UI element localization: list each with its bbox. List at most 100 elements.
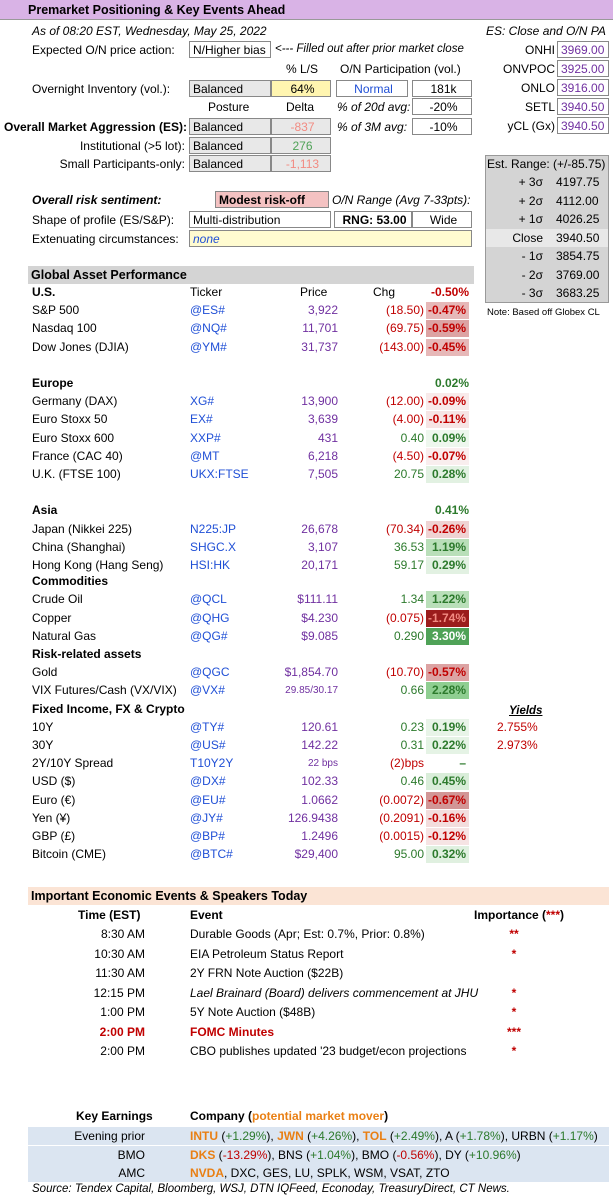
earnings-row [28,1127,609,1145]
earnings-item: ( [386,1129,394,1143]
asset-change-pct: -0.45% [426,338,469,356]
asset-name: VIX Futures/Cash (VX/VIX) [32,683,177,698]
es-level-value: 3969.00 [557,41,609,58]
asset-change-pct: -1.74% [426,609,469,627]
asset-change-pct: 0.19% [426,718,469,736]
earnings-item: +1.78% [459,1129,501,1143]
asset-change-pct: -0.59% [426,320,469,338]
est-range-value: 4026.25 [556,212,600,226]
earnings-item: ) [593,1129,598,1143]
asset-ticker: @ES# [190,303,225,318]
gap-title: Global Asset Performance [28,266,474,284]
asset-change-pct: -0.12% [426,828,469,845]
earnings-item: +10.96% [468,1147,517,1162]
asset-change: 20.75 [393,467,424,481]
event-name: 5Y Note Auction ($48B) [190,1005,316,1019]
event-time: 10:30 AM [94,946,145,961]
asset-change-pct: 0.32% [426,846,469,864]
asset-ticker: XG# [190,394,215,409]
earnings-item: ), [352,1129,363,1143]
asset-change: (0.0015) [379,829,424,843]
asset-ticker: @QG# [190,628,228,643]
events-title: Important Economic Events & Speakers Tod… [28,887,609,905]
section-name: U.S. [32,285,56,299]
earnings-item: , DXC, GES, LU, SPLK, WSM, VSAT, ZTO [224,1166,450,1180]
asset-price: 22 bps [307,758,338,770]
pct20-value: -20% [412,98,472,115]
asset-name: Euro Stoxx 50 [32,412,108,427]
section-total: 0.02% [434,376,469,390]
earnings-item: ) [516,1147,521,1162]
events-col-event: Event [190,908,223,922]
earnings-item: +1.29% [225,1129,267,1143]
aggression-delta: -837 [271,118,331,135]
asset-yield: 2.973% [497,738,538,752]
earnings-companies: DKS (-13.29%), BNS (+1.04%), BMO (-0.56%… [190,1148,521,1162]
asset-price: 120.61 [301,719,338,734]
aggression-label: Small Participants-only: [59,157,185,171]
asset-name: 10Y [32,719,54,734]
asset-change: 36.53 [393,539,424,554]
est-range-value: 3683.25 [556,286,600,300]
asset-change-pct: 2.28% [426,682,469,700]
asset-name: USD ($) [32,774,76,789]
asset-price: 6,218 [307,448,338,463]
asset-ticker: HSI:HK [190,558,231,572]
asset-change-pct: -0.26% [426,520,469,538]
asset-ticker: @US# [190,738,226,752]
event-name: CBO publishes updated '23 budget/econ pr… [190,1044,467,1058]
asset-name: Natural Gas [32,628,97,643]
participation: Normal [336,80,408,97]
asset-name: 30Y [32,738,54,752]
earnings-when: AMC [118,1166,145,1180]
asset-name: Hong Kong (Hang Seng) [32,558,164,572]
asset-ticker: @JY# [190,810,223,825]
asset-ticker: @QGC [190,665,230,680]
section-total: -0.50% [430,285,469,299]
est-range-label: + 2σ [518,193,543,208]
asset-name: GBP (£) [32,829,76,843]
section-name: Europe [32,376,74,390]
on-action-note: <--- Filled out after prior market close [275,43,464,55]
asset-price: 29.85/30.17 [285,685,338,697]
es-note: ES: Close and O/N PA [486,24,606,38]
asset-ticker: @TY# [190,719,225,734]
est-range-label: - 3σ [521,286,543,300]
gap-col-ticker: Ticker [190,285,223,299]
source-note: Source: Tendex Capital, Bloomberg, WSJ, … [32,1183,510,1195]
est-range-value: 3854.75 [556,249,600,263]
asset-change-pct: 0.09% [426,429,469,447]
inventory-pct: 64% [271,80,331,97]
pct20-label: % of 20d avg: [337,100,411,114]
col-ls: % L/S [286,62,319,76]
earnings-item: +2.49% [393,1129,435,1143]
earnings-when: Evening prior [74,1129,145,1143]
ext-value: none [189,230,472,247]
asset-ticker: @VX# [190,683,225,698]
aggression-label: Overall Market Aggression (ES): [4,120,187,134]
event-time: 12:15 PM [93,985,145,1000]
range-label: O/N Range (Avg 7-33pts): [332,193,471,207]
earnings-item: -13.29% [222,1147,268,1162]
earnings-item: ), A ( [434,1129,460,1143]
earnings-col-key: Key Earnings [76,1109,153,1123]
es-level-value: 3940.50 [557,117,609,134]
col-posture: Posture [208,100,250,114]
asset-change-pct: 1.22% [426,591,469,609]
est-range-value: 4112.00 [556,193,599,208]
asset-change-pct: -0.07% [426,447,469,465]
event-importance: * [511,985,517,1000]
asset-name: Yen (¥) [32,810,71,825]
earnings-item: ), URBN ( [500,1129,553,1143]
earnings-companies: INTU (+1.29%), JWN (+4.26%), TOL (+2.49%… [190,1129,598,1143]
asset-name: Bitcoin (CME) [32,847,107,862]
event-time: 1:00 PM [100,1005,145,1019]
asset-name: S&P 500 [32,303,80,318]
earnings-item: +1.17% [552,1129,594,1143]
est-range-value: 3769.00 [556,267,600,282]
earnings-item: ), DY ( [434,1147,469,1162]
asset-change-pct: 1.19% [426,538,469,556]
asset-change: 0.290 [393,628,424,643]
gap-col-price: Price [300,285,328,299]
earnings-item: ( [215,1147,223,1162]
